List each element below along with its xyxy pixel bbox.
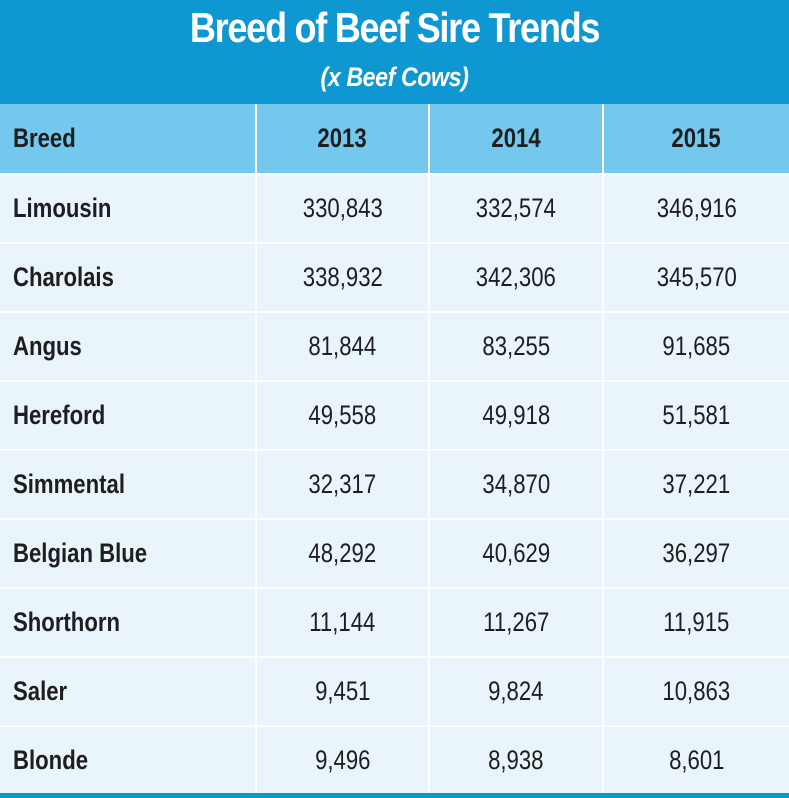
table-row: Hereford 49,558 49,918 51,581 bbox=[0, 381, 789, 451]
breed-cell: Saler bbox=[0, 657, 257, 727]
value-cell-2014: 342,306 bbox=[429, 243, 604, 313]
value-cell-2013: 11,144 bbox=[256, 588, 430, 658]
table-row: Simmental 32,317 34,870 37,221 bbox=[0, 450, 789, 520]
value-cell-2015: 91,685 bbox=[603, 312, 789, 382]
value-cell-2015: 346,916 bbox=[603, 174, 789, 244]
table-row: Limousin 330,843 332,574 346,916 bbox=[0, 174, 789, 244]
breed-cell: Shorthorn bbox=[0, 588, 257, 658]
breed-cell: Blonde bbox=[0, 726, 257, 796]
value-cell-2015: 10,863 bbox=[603, 657, 789, 727]
value-cell-2015: 11,915 bbox=[603, 588, 789, 658]
value-cell-2013: 338,932 bbox=[256, 243, 430, 313]
breed-cell: Limousin bbox=[0, 174, 257, 244]
header-breed: Breed bbox=[0, 104, 257, 175]
value-cell-2015: 51,581 bbox=[603, 381, 789, 451]
value-cell-2015: 345,570 bbox=[603, 243, 789, 313]
breed-cell: Simmental bbox=[0, 450, 257, 520]
value-cell-2015: 8,601 bbox=[603, 726, 789, 796]
value-cell-2014: 83,255 bbox=[429, 312, 604, 382]
breed-trends-table: Breed 2013 2014 2015 Limousin 330,843 33… bbox=[0, 104, 789, 796]
table-title: Breed of Beef Sire Trends bbox=[189, 4, 601, 51]
breed-cell: Hereford bbox=[0, 381, 257, 451]
table-row: Belgian Blue 48,292 40,629 36,297 bbox=[0, 519, 789, 589]
value-cell-2014: 34,870 bbox=[429, 450, 604, 520]
value-cell-2014: 49,918 bbox=[429, 381, 604, 451]
table-row: Angus 81,844 83,255 91,685 bbox=[0, 312, 789, 382]
value-cell-2013: 330,843 bbox=[256, 174, 430, 244]
breed-cell: Charolais bbox=[0, 243, 257, 313]
table-row: Charolais 338,932 342,306 345,570 bbox=[0, 243, 789, 313]
table-row: Shorthorn 11,144 11,267 11,915 bbox=[0, 588, 789, 658]
value-cell-2013: 81,844 bbox=[256, 312, 430, 382]
value-cell-2015: 37,221 bbox=[603, 450, 789, 520]
value-cell-2014: 40,629 bbox=[429, 519, 604, 589]
header-2014: 2014 bbox=[429, 104, 604, 175]
value-cell-2014: 332,574 bbox=[429, 174, 604, 244]
value-cell-2013: 49,558 bbox=[256, 381, 430, 451]
table-row: Blonde 9,496 8,938 8,601 bbox=[0, 726, 789, 796]
breed-cell: Angus bbox=[0, 312, 257, 382]
value-cell-2013: 32,317 bbox=[256, 450, 430, 520]
header-2013: 2013 bbox=[256, 104, 430, 175]
value-cell-2013: 9,496 bbox=[256, 726, 430, 796]
breed-cell: Belgian Blue bbox=[0, 519, 257, 589]
table-header-row: Breed 2013 2014 2015 bbox=[0, 104, 789, 175]
header-2015: 2015 bbox=[603, 104, 789, 175]
table-subtitle: (x Beef Cows) bbox=[320, 62, 469, 92]
value-cell-2014: 9,824 bbox=[429, 657, 604, 727]
title-bar: Breed of Beef Sire Trends (x Beef Cows) bbox=[0, 0, 789, 104]
value-cell-2014: 11,267 bbox=[429, 588, 604, 658]
table-row: Saler 9,451 9,824 10,863 bbox=[0, 657, 789, 727]
value-cell-2014: 8,938 bbox=[429, 726, 604, 796]
value-cell-2015: 36,297 bbox=[603, 519, 789, 589]
bottom-border bbox=[0, 793, 789, 798]
value-cell-2013: 9,451 bbox=[256, 657, 430, 727]
value-cell-2013: 48,292 bbox=[256, 519, 430, 589]
